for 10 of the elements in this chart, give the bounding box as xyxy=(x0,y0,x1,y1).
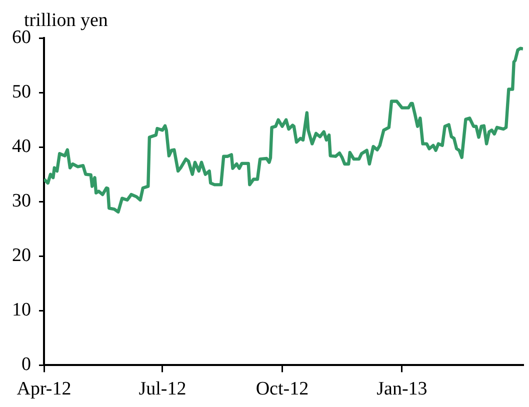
x-tick-label: Apr-12 xyxy=(16,378,72,400)
y-tick-label: 40 xyxy=(12,136,31,158)
x-tick-label: Jul-12 xyxy=(138,378,186,400)
x-tick-label: Oct-12 xyxy=(256,378,309,400)
y-tick-label: 10 xyxy=(12,300,31,321)
y-tick-label: 30 xyxy=(12,190,31,212)
y-tick-label: 0 xyxy=(22,354,31,376)
y-tick-label: 20 xyxy=(12,245,31,266)
x-tick-label: Jan-13 xyxy=(376,378,428,400)
y-tick-label: 50 xyxy=(12,82,31,103)
